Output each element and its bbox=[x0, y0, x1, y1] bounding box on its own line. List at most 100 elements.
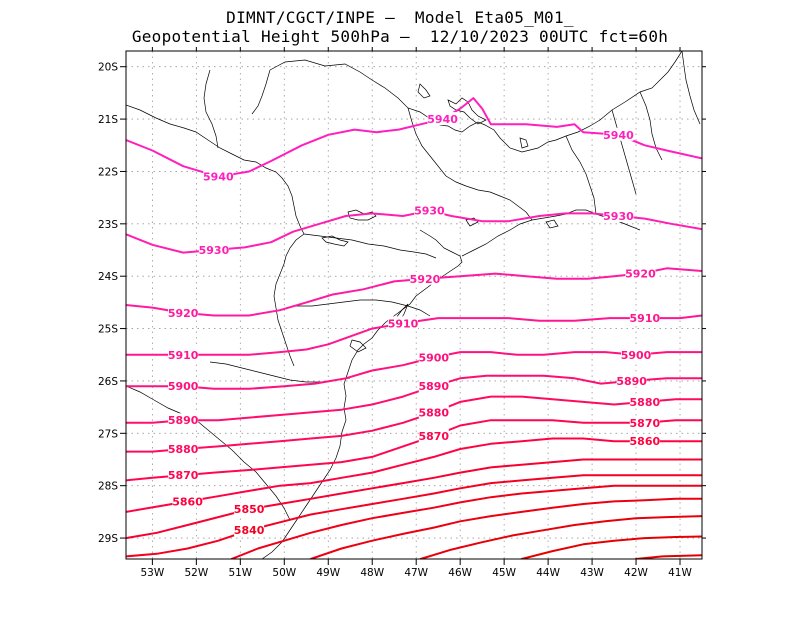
y-tick-label: 24S bbox=[98, 271, 118, 283]
contour-label: 5870 bbox=[168, 469, 199, 482]
contour-label: 5930 bbox=[603, 210, 634, 223]
contour-label-bg bbox=[203, 169, 234, 183]
state-border bbox=[407, 107, 491, 193]
contour-label: 5940 bbox=[603, 129, 634, 142]
contour-label: 5940 bbox=[427, 113, 458, 126]
lake bbox=[321, 235, 349, 247]
x-tick-label: 45W bbox=[492, 567, 516, 579]
x-tick-label: 42W bbox=[624, 567, 648, 579]
y-tick-label: 25S bbox=[98, 324, 118, 336]
contour-label-bg bbox=[234, 523, 265, 537]
x-tick-label: 53W bbox=[141, 567, 165, 579]
state-border bbox=[203, 69, 219, 149]
contour-label: 5910 bbox=[388, 317, 419, 330]
island bbox=[519, 137, 529, 149]
x-tick-label: 48W bbox=[360, 567, 384, 579]
contour-5800 bbox=[520, 535, 702, 559]
map-title-line2: Geopotential Height 500hPa – 12/10/2023 … bbox=[131, 27, 669, 46]
lake bbox=[347, 209, 377, 221]
contour-5830 bbox=[230, 484, 702, 559]
contour-label-bg bbox=[414, 203, 445, 217]
contour-label-bg bbox=[418, 428, 449, 442]
contour-lines bbox=[126, 97, 702, 559]
contour-5840 bbox=[126, 474, 702, 558]
contour-label-bg bbox=[172, 494, 203, 508]
contour-5860 bbox=[126, 437, 702, 513]
state-border bbox=[126, 104, 305, 235]
contour-5920 bbox=[126, 267, 702, 317]
contour-labels: 5940 5940 5940 5930 5930 5930 5920 5920 5920 5910… bbox=[168, 112, 661, 537]
contour-label: 5880 bbox=[168, 443, 199, 456]
contour-5870 bbox=[126, 419, 702, 482]
x-tick-label: 49W bbox=[316, 567, 340, 579]
coastline bbox=[269, 51, 683, 153]
state-border bbox=[489, 191, 533, 221]
contour-5810 bbox=[419, 515, 702, 559]
state-border bbox=[639, 91, 663, 161]
contour-label-bg bbox=[168, 468, 199, 482]
contour-label-bg bbox=[418, 405, 449, 419]
contour-label: 5870 bbox=[630, 417, 661, 430]
contour-label-bg bbox=[388, 316, 419, 330]
contour-label-bg bbox=[629, 311, 660, 325]
contour-5910 bbox=[126, 314, 702, 356]
contour-label-bg bbox=[234, 502, 265, 516]
contour-label: 5900 bbox=[418, 351, 449, 364]
map-title-line1: DIMNT/CGCT/INPE – Model Eta05_M01_ bbox=[226, 8, 574, 27]
x-tick-label: 52W bbox=[184, 567, 208, 579]
contour-label-bg bbox=[418, 379, 449, 393]
x-tick-label: 51W bbox=[228, 567, 252, 579]
contour-label: 5850 bbox=[234, 503, 265, 516]
x-tick-label: 44W bbox=[536, 567, 560, 579]
contour-label: 5910 bbox=[168, 349, 199, 362]
contour-5900 bbox=[126, 351, 702, 390]
contour-label-bg bbox=[629, 394, 660, 408]
contour-label-bg bbox=[168, 379, 199, 393]
contour-label: 5900 bbox=[621, 349, 652, 362]
state-border bbox=[611, 109, 637, 195]
contour-label: 5910 bbox=[630, 312, 661, 325]
y-tick-label: 22S bbox=[98, 166, 118, 178]
state-border bbox=[565, 135, 597, 215]
y-tick-label: 23S bbox=[98, 219, 118, 231]
x-tick-label: 43W bbox=[580, 567, 604, 579]
island bbox=[417, 83, 431, 99]
state-border bbox=[273, 233, 305, 367]
contour-label: 5940 bbox=[203, 171, 234, 184]
x-tick-label: 41W bbox=[668, 567, 692, 579]
contour-label-bg bbox=[621, 347, 652, 361]
y-tick-label: 26S bbox=[98, 376, 118, 388]
y-tick-label: 29S bbox=[98, 533, 118, 545]
contour-label: 5900 bbox=[168, 380, 199, 393]
contour-5850 bbox=[126, 458, 702, 540]
state-border bbox=[296, 299, 431, 317]
contour-5820 bbox=[309, 497, 702, 559]
island bbox=[545, 219, 559, 229]
contour-label-bg bbox=[198, 243, 229, 257]
contour-label-bg bbox=[629, 434, 660, 448]
contour-label-bg bbox=[418, 350, 449, 364]
contour-label: 5860 bbox=[172, 495, 203, 508]
contour-label: 5920 bbox=[410, 273, 441, 286]
axis-ticks: 53W 52W 51W 50W 49W 48W 47W 46W 45W 44W 43W 42W 41W 2… bbox=[98, 47, 706, 579]
contour-label: 5870 bbox=[418, 430, 449, 443]
map-boundaries bbox=[126, 51, 701, 559]
contour-label: 5880 bbox=[630, 396, 661, 409]
coastline bbox=[261, 229, 463, 559]
contour-label: 5840 bbox=[234, 524, 265, 537]
x-tick-label: 50W bbox=[272, 567, 296, 579]
contour-label-bg bbox=[603, 208, 634, 222]
contour-5790 bbox=[635, 554, 702, 559]
contour-label: 5920 bbox=[625, 268, 656, 281]
contour-label-bg bbox=[168, 305, 199, 319]
contour-label: 5930 bbox=[199, 244, 230, 257]
contour-label: 5860 bbox=[630, 435, 661, 448]
y-tick-label: 28S bbox=[98, 481, 118, 493]
y-tick-label: 21S bbox=[98, 114, 118, 126]
contour-label-bg bbox=[409, 271, 440, 285]
contour-label-bg bbox=[629, 415, 660, 429]
contour-5890 bbox=[126, 374, 702, 424]
x-tick-label: 47W bbox=[404, 567, 428, 579]
state-border bbox=[681, 51, 701, 125]
